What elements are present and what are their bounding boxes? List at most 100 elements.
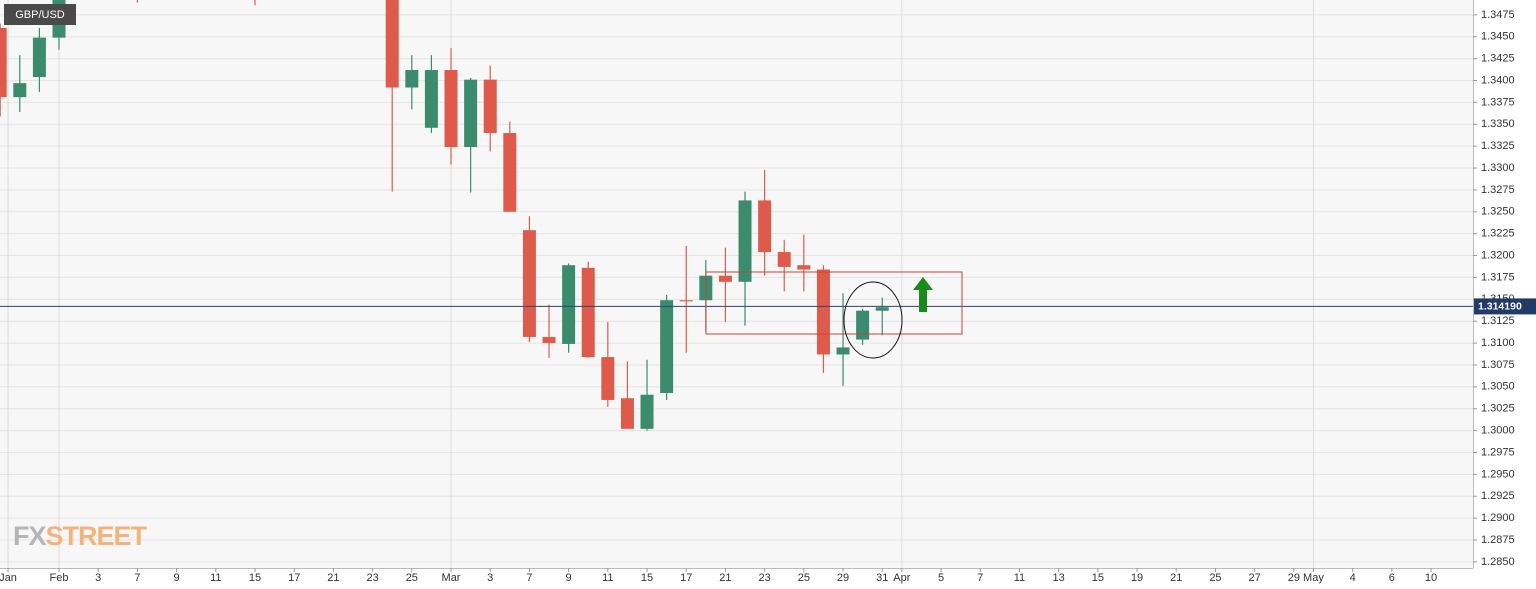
- candle-body: [13, 83, 27, 98]
- candle-body: [797, 265, 811, 270]
- x-tick-label: 17: [680, 572, 692, 584]
- y-tick-label: 1.2925: [1481, 490, 1515, 502]
- x-tick-label: 15: [641, 572, 653, 584]
- candle-body: [581, 267, 595, 358]
- y-tick-label: 1.2900: [1481, 512, 1515, 524]
- y-tick-label: 1.3350: [1481, 118, 1515, 130]
- x-tick-label: 31: [876, 572, 888, 584]
- x-tick-label: Jan: [0, 572, 17, 584]
- candle-body: [385, 0, 399, 88]
- x-tick-label: May: [1303, 572, 1324, 584]
- candle-body: [483, 79, 497, 134]
- candle-body: [856, 310, 870, 340]
- x-tick-label: 11: [1014, 572, 1025, 584]
- x-tick-label: 25: [1209, 572, 1221, 584]
- up-arrow: [913, 277, 933, 312]
- y-tick-label: 1.3175: [1481, 271, 1515, 283]
- y-tick-label: 1.3050: [1481, 381, 1515, 393]
- x-tick-label: 7: [134, 572, 140, 584]
- brand-watermark: FXSTREET: [13, 521, 148, 551]
- y-tick-label: 1.3025: [1481, 403, 1515, 415]
- y-tick-label: 1.2975: [1481, 446, 1515, 458]
- x-tick-label: 7: [977, 572, 983, 584]
- candle-body: [738, 200, 752, 282]
- candle-body: [679, 300, 693, 302]
- last-price-label: 1.314190: [1478, 301, 1522, 313]
- y-tick-label: 1.3300: [1481, 162, 1515, 174]
- x-tick-label: 9: [566, 572, 572, 584]
- candle-body: [444, 70, 458, 148]
- y-tick-label: 1.3225: [1481, 228, 1515, 240]
- candle-body: [424, 70, 438, 128]
- x-tick-label: Feb: [50, 572, 69, 584]
- x-tick-label: 11: [210, 572, 221, 584]
- x-tick-label: 3: [95, 572, 101, 584]
- y-tick-label: 1.3375: [1481, 96, 1515, 108]
- x-tick-label: 19: [1131, 572, 1143, 584]
- y-tick-label: 1.3200: [1481, 249, 1515, 261]
- x-tick-label: 21: [719, 572, 731, 584]
- candle-body: [522, 230, 536, 337]
- candle-body: [503, 133, 517, 212]
- x-tick-label: Mar: [442, 572, 461, 584]
- symbol-label: GBP/USD: [4, 4, 76, 25]
- symbol-box: [4, 4, 76, 25]
- candle-body: [0, 28, 7, 98]
- last-price-box: [1474, 298, 1536, 315]
- x-tick-label: Apr: [893, 572, 910, 584]
- candle-body: [405, 70, 419, 88]
- candle-body: [758, 200, 772, 253]
- x-tick-label: 29: [837, 572, 849, 584]
- axes: 1.2850 1.2875 1.2900 1.2925 1.2950 1.2975 1.30…: [0, 9, 1536, 584]
- x-tick-label: 10: [1425, 572, 1437, 584]
- candle-body: [32, 37, 46, 78]
- brand-street: STREET: [46, 521, 148, 551]
- range-box: [705, 271, 963, 335]
- candle-body: [542, 336, 556, 344]
- candle-body: [875, 307, 889, 311]
- candle-body: [464, 79, 478, 148]
- symbol-text: GBP/USD: [15, 9, 65, 21]
- candle-body: [601, 357, 615, 400]
- x-tick-label: 15: [249, 572, 261, 584]
- highlight-circle: [843, 281, 903, 359]
- y-tick-label: 1.2875: [1481, 534, 1515, 546]
- x-tick-label: 25: [406, 572, 418, 584]
- x-tick-label: 4: [1350, 572, 1356, 584]
- brand-fx: FX: [13, 521, 46, 551]
- x-tick-label: 6: [1389, 572, 1395, 584]
- y-tick-label: 1.3400: [1481, 74, 1515, 86]
- x-tick-label: 21: [327, 572, 339, 584]
- y-tick-label: 1.3000: [1481, 425, 1515, 437]
- x-tick-label: 23: [366, 572, 378, 584]
- y-tick-label: 1.3100: [1481, 337, 1515, 349]
- candle-body: [816, 269, 830, 355]
- x-tick-label: 29: [1288, 572, 1300, 584]
- plot-background: [0, 0, 1473, 568]
- grid: [0, 0, 1473, 568]
- x-tick-label: 15: [1092, 572, 1104, 584]
- y-tick-label: 1.3325: [1481, 140, 1515, 152]
- candle-body: [620, 398, 634, 429]
- x-tick-label: 21: [1170, 572, 1182, 584]
- candle-body: [777, 252, 791, 267]
- x-tick-label: 17: [288, 572, 300, 584]
- x-tick-label: 25: [798, 572, 810, 584]
- x-tick-label: 23: [759, 572, 771, 584]
- y-tick-label: 1.3450: [1481, 31, 1515, 43]
- x-tick-label: 11: [602, 572, 613, 584]
- y-tick-label: 1.3075: [1481, 359, 1515, 371]
- x-tick-label: 9: [174, 572, 180, 584]
- candle-body: [562, 265, 576, 344]
- candle-body: [660, 300, 674, 393]
- x-tick-label: 7: [526, 572, 532, 584]
- candle-body: [718, 275, 732, 282]
- y-tick-label: 1.3125: [1481, 315, 1515, 327]
- x-tick-label: 13: [1053, 572, 1065, 584]
- y-tick-label: 1.3275: [1481, 184, 1515, 196]
- x-tick-label: 27: [1249, 572, 1261, 584]
- candle-body: [640, 394, 654, 429]
- y-tick-label: 1.2950: [1481, 468, 1515, 480]
- annotations: [705, 271, 963, 359]
